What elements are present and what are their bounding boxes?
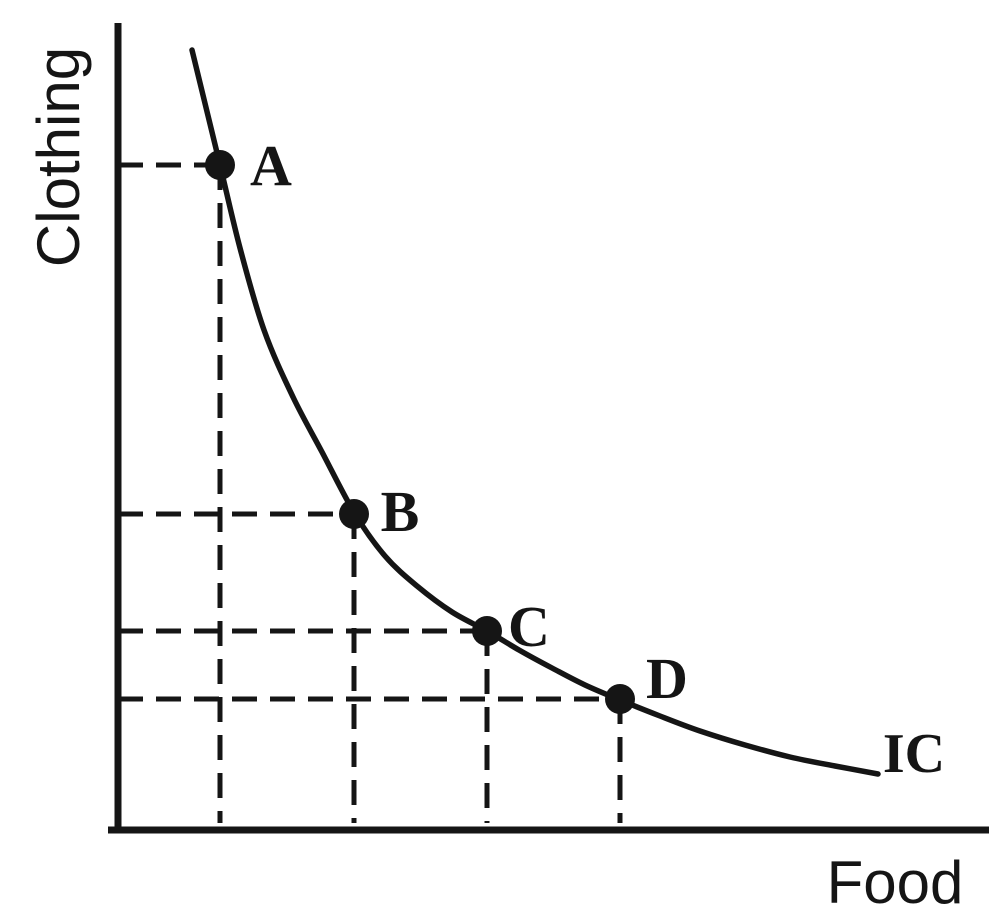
data-point-B bbox=[339, 499, 369, 529]
point-label-b: B bbox=[381, 479, 420, 544]
x-axis-label: Food bbox=[827, 849, 964, 910]
data-point-A bbox=[205, 150, 235, 180]
data-point-C bbox=[472, 616, 502, 646]
y-axis-label: Clothing bbox=[25, 47, 92, 267]
point-label-a: A bbox=[250, 133, 292, 198]
point-label-d: D bbox=[646, 646, 688, 711]
data-point-D bbox=[605, 684, 635, 714]
guide-lines-group bbox=[118, 162, 623, 823]
indifference-curve-path bbox=[189, 47, 881, 777]
curve-label-ic: IC bbox=[883, 723, 945, 785]
point-label-c: C bbox=[508, 594, 550, 659]
data-point-dots-group bbox=[205, 150, 635, 714]
